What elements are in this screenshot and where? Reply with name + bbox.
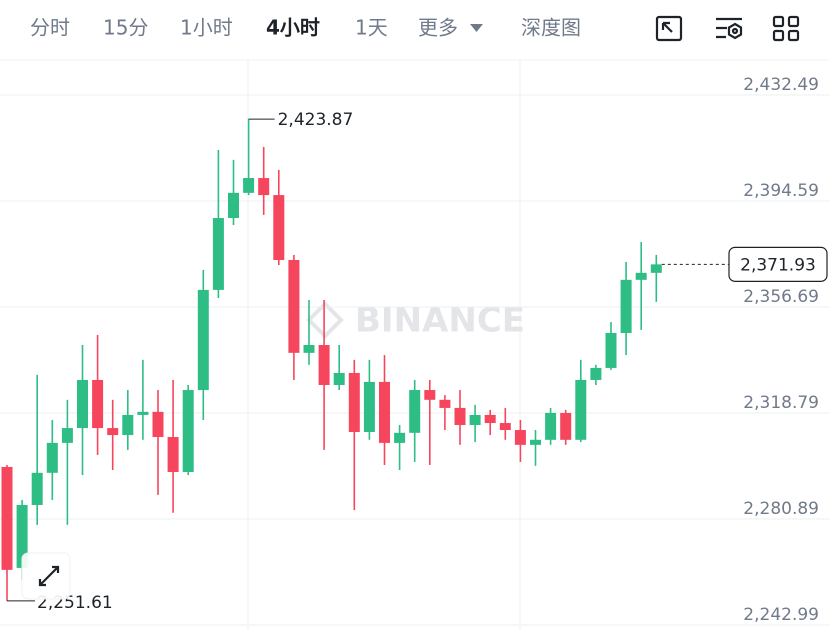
grid: 2,432.49 2,394.59 2,356.69 2,318.79 2,280.89… [0,75,829,626]
high-label: 2,423.87 [278,110,354,130]
tab[interactable]: 分时 [30,16,70,40]
annotations: 2,423.872,251.612,371.93 [7,110,828,613]
candle-body [424,390,436,400]
tab[interactable]: 1小时 [180,16,233,40]
candle-body [514,430,526,445]
candle-body [348,372,360,432]
tab[interactable]: 1天 [355,16,388,40]
candle-body [590,367,602,380]
candle-body [394,432,406,443]
candle-body [16,504,28,568]
candle-body [499,423,511,431]
candle-body [530,439,541,445]
y-tick-label: 2,356.69 [743,287,819,307]
candle-body [650,264,662,273]
tab[interactable]: 15分 [103,16,148,40]
candle-body [182,390,194,472]
last-price-box [728,246,828,282]
candle-body [228,192,239,219]
candle-body [1,466,13,570]
candle-body [635,272,647,280]
candle-body [46,442,58,473]
y-tick-label: 2,432.49 [743,75,819,95]
candle-body [620,279,632,333]
candle-body [318,345,330,385]
candle-body [122,414,134,436]
y-tick-label: 2,242.99 [743,605,819,625]
candle-body [273,195,285,260]
y-tick-label: 2,280.89 [743,499,819,519]
tab[interactable]: 深度图 [521,16,581,40]
tab[interactable]: 4小时 [266,16,320,40]
candle-body [243,178,255,193]
icon-fullscreen[interactable] [655,15,683,42]
candle-body [409,390,421,433]
candle-body [31,472,43,505]
candle-body [303,345,315,353]
candle-body [545,412,557,440]
candle-body [333,372,345,385]
candle-body [560,412,572,440]
candle-body [107,428,119,436]
icon-layout[interactable] [772,15,800,42]
candles [1,119,662,601]
tab[interactable]: 更多 [418,16,458,40]
icon-settings[interactable] [716,17,743,40]
candle-body [575,379,587,440]
y-tick-label: 2,318.79 [743,393,819,413]
last-price-label: 2,371.93 [740,255,816,275]
dropdown-arrow [470,24,483,32]
candle-body [137,411,149,415]
toolbar: 分时 15分 1小时 4小时 1天 更多 深度图 [30,16,581,40]
candle-body [212,218,224,290]
candle-body [288,259,300,353]
watermark-logo [306,301,344,339]
candle-body [258,178,270,196]
candle-body [605,332,617,368]
candle-body [92,379,104,429]
candle-body [439,399,451,408]
expand-button[interactable] [21,552,71,600]
candle-body [469,414,481,425]
y-tick-label: 2,394.59 [743,181,819,201]
candle-body [197,289,209,391]
candle-body [363,381,375,432]
candle-body [484,414,496,424]
candle-body [454,407,466,425]
candle-body [379,381,390,443]
candle-body [61,428,73,443]
candle-body [77,379,88,429]
candle-body [152,411,164,438]
candle-body [167,437,179,472]
